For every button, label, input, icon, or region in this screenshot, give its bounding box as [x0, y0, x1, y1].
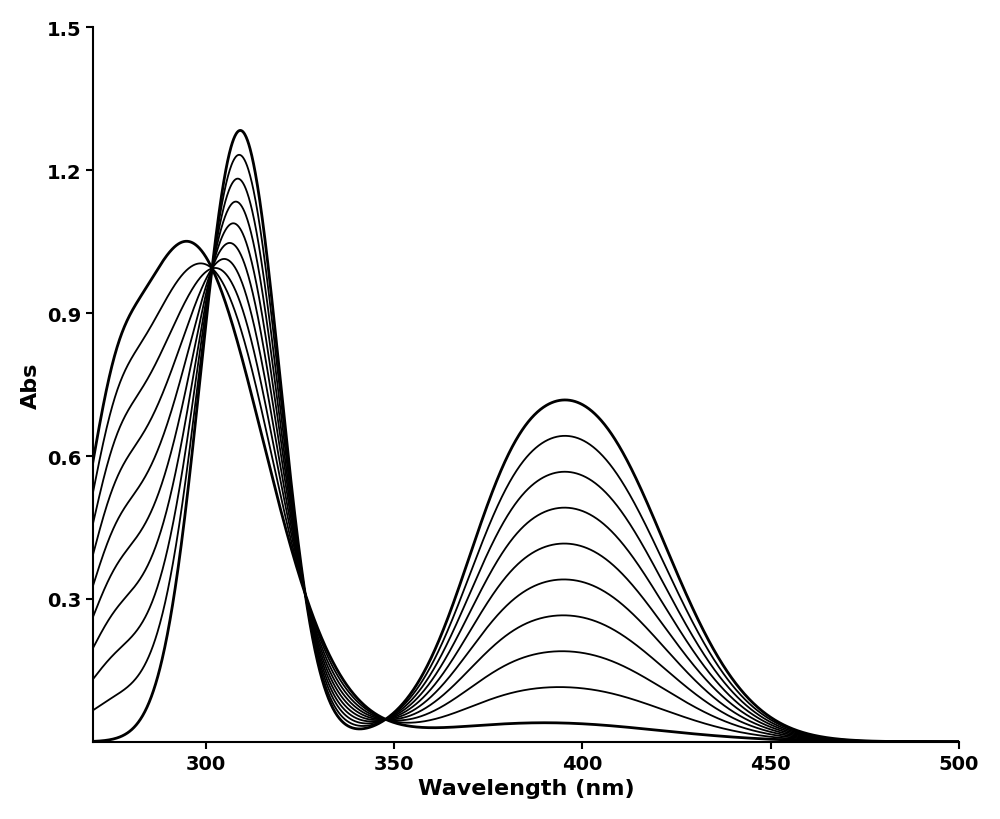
X-axis label: Wavelength (nm): Wavelength (nm): [418, 778, 634, 799]
Y-axis label: Abs: Abs: [21, 362, 41, 408]
